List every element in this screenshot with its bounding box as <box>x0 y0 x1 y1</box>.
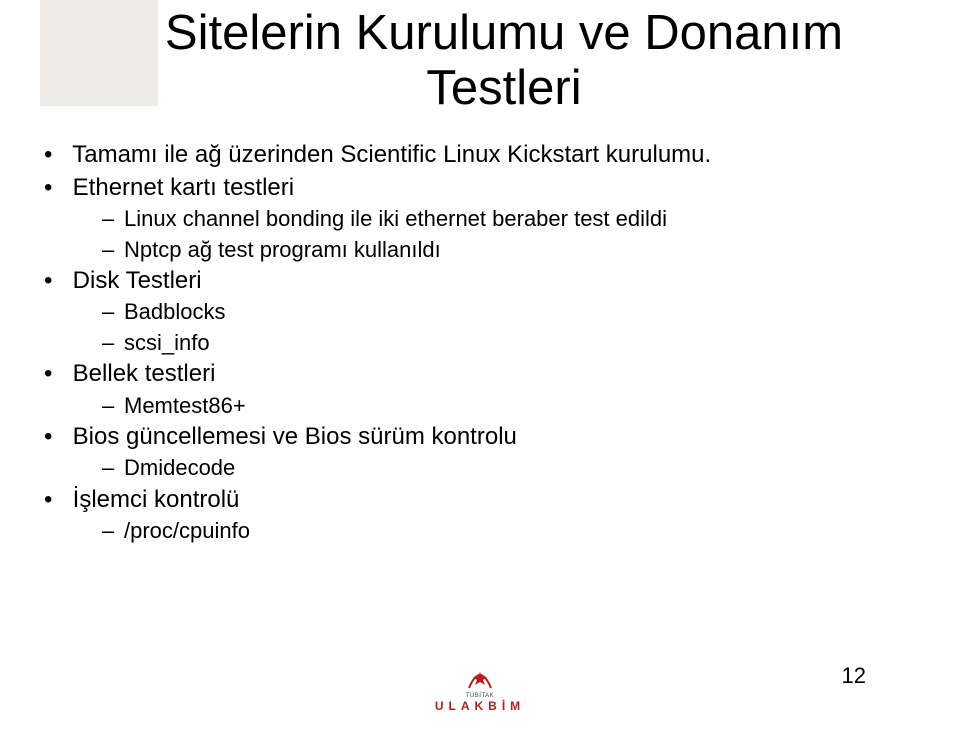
bullet-list: Tamamı ile ağ üzerinden Scientific Linux… <box>44 140 914 545</box>
list-item: Memtest86+ <box>102 392 914 420</box>
list-item: scsi_info <box>102 329 914 357</box>
list-item: Dmidecode <box>102 454 914 482</box>
list-item: Nptcp ağ test programı kullanıldı <box>102 236 914 264</box>
sub-list: Memtest86+ <box>66 392 914 420</box>
list-item: Linux channel bonding ile iki ethernet b… <box>102 205 914 233</box>
list-item: Ethernet kartı testleri Linux channel bo… <box>44 173 914 264</box>
list-item: İşlemci kontrolü /proc/cpuinfo <box>44 485 914 546</box>
sub-text: Memtest86+ <box>124 393 246 418</box>
list-item: /proc/cpuinfo <box>102 517 914 545</box>
sub-text: Nptcp ağ test programı kullanıldı <box>124 237 441 262</box>
bullet-text: Bios güncellemesi ve Bios sürüm kontrolu <box>73 423 517 450</box>
sub-text: Linux channel bonding ile iki ethernet b… <box>124 206 667 231</box>
bullet-text: İşlemci kontrolü <box>73 486 240 513</box>
title-line-2: Testleri <box>426 61 581 115</box>
slide-body: Tamamı ile ağ üzerinden Scientific Linux… <box>44 140 914 547</box>
bullet-text: Tamamı ile ağ üzerinden Scientific Linux… <box>72 141 711 168</box>
sub-text: Badblocks <box>124 299 226 324</box>
bullet-text: Bellek testleri <box>73 360 216 387</box>
footer-logo: TÜBİTAK ULAKBİM <box>0 668 960 715</box>
sub-text: Dmidecode <box>124 455 235 480</box>
sub-text: /proc/cpuinfo <box>124 518 250 543</box>
sub-list: Linux channel bonding ile iki ethernet b… <box>66 205 914 263</box>
list-item: Disk Testleri Badblocks scsi_info <box>44 266 914 357</box>
sub-list: Badblocks scsi_info <box>66 298 914 356</box>
sub-list: /proc/cpuinfo <box>66 517 914 545</box>
bullet-text: Ethernet kartı testleri <box>73 174 294 201</box>
list-item: Bellek testleri Memtest86+ <box>44 359 914 420</box>
title-line-1: Sitelerin Kurulumu ve Donanım <box>165 6 843 60</box>
list-item: Badblocks <box>102 298 914 326</box>
slide-title: Sitelerin Kurulumu ve Donanım Testleri <box>108 6 900 116</box>
list-item: Bios güncellemesi ve Bios sürüm kontrolu… <box>44 422 914 483</box>
sub-list: Dmidecode <box>66 454 914 482</box>
list-item: Tamamı ile ağ üzerinden Scientific Linux… <box>44 140 914 171</box>
logo-icon <box>463 668 497 690</box>
logo-text: ULAKBİM <box>435 699 525 713</box>
bullet-text: Disk Testleri <box>73 267 202 294</box>
sub-text: scsi_info <box>124 330 210 355</box>
